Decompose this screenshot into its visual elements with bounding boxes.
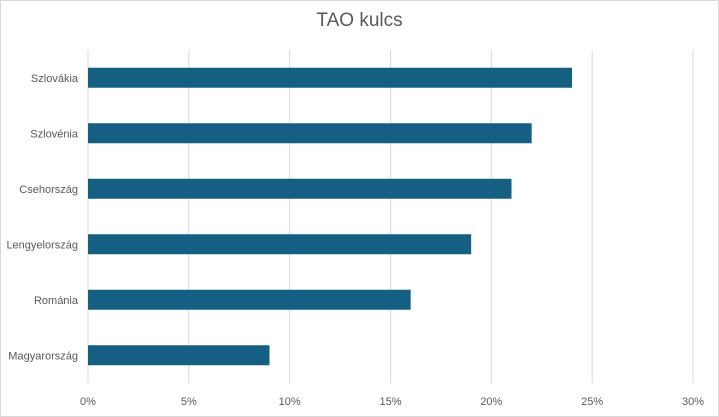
x-tick-label: 20%: [480, 396, 502, 408]
bar-románia: [88, 289, 411, 310]
y-category-label: Szlovénia: [30, 128, 79, 140]
x-tick-label: 30%: [682, 396, 704, 408]
x-tick-label: 25%: [581, 396, 603, 408]
x-tick-label: 5%: [181, 396, 197, 408]
y-category-label: Magyarország: [8, 350, 78, 362]
y-category-label: Szlovákia: [31, 73, 79, 85]
y-category-label: Lengyelország: [6, 239, 78, 251]
bar-lengyelország: [88, 234, 472, 255]
y-category-label: Csehország: [19, 184, 78, 196]
x-tick-label: 0%: [80, 396, 96, 408]
x-tick-label: 10%: [279, 396, 301, 408]
x-tick-label: 15%: [379, 396, 401, 408]
bar-csehország: [88, 178, 512, 199]
chart-title: TAO kulcs: [316, 10, 403, 31]
bar-szlovákia: [88, 67, 572, 88]
bar-magyarország: [88, 345, 270, 366]
y-category-label: Románia: [34, 295, 79, 307]
bar-szlovénia: [88, 123, 532, 144]
